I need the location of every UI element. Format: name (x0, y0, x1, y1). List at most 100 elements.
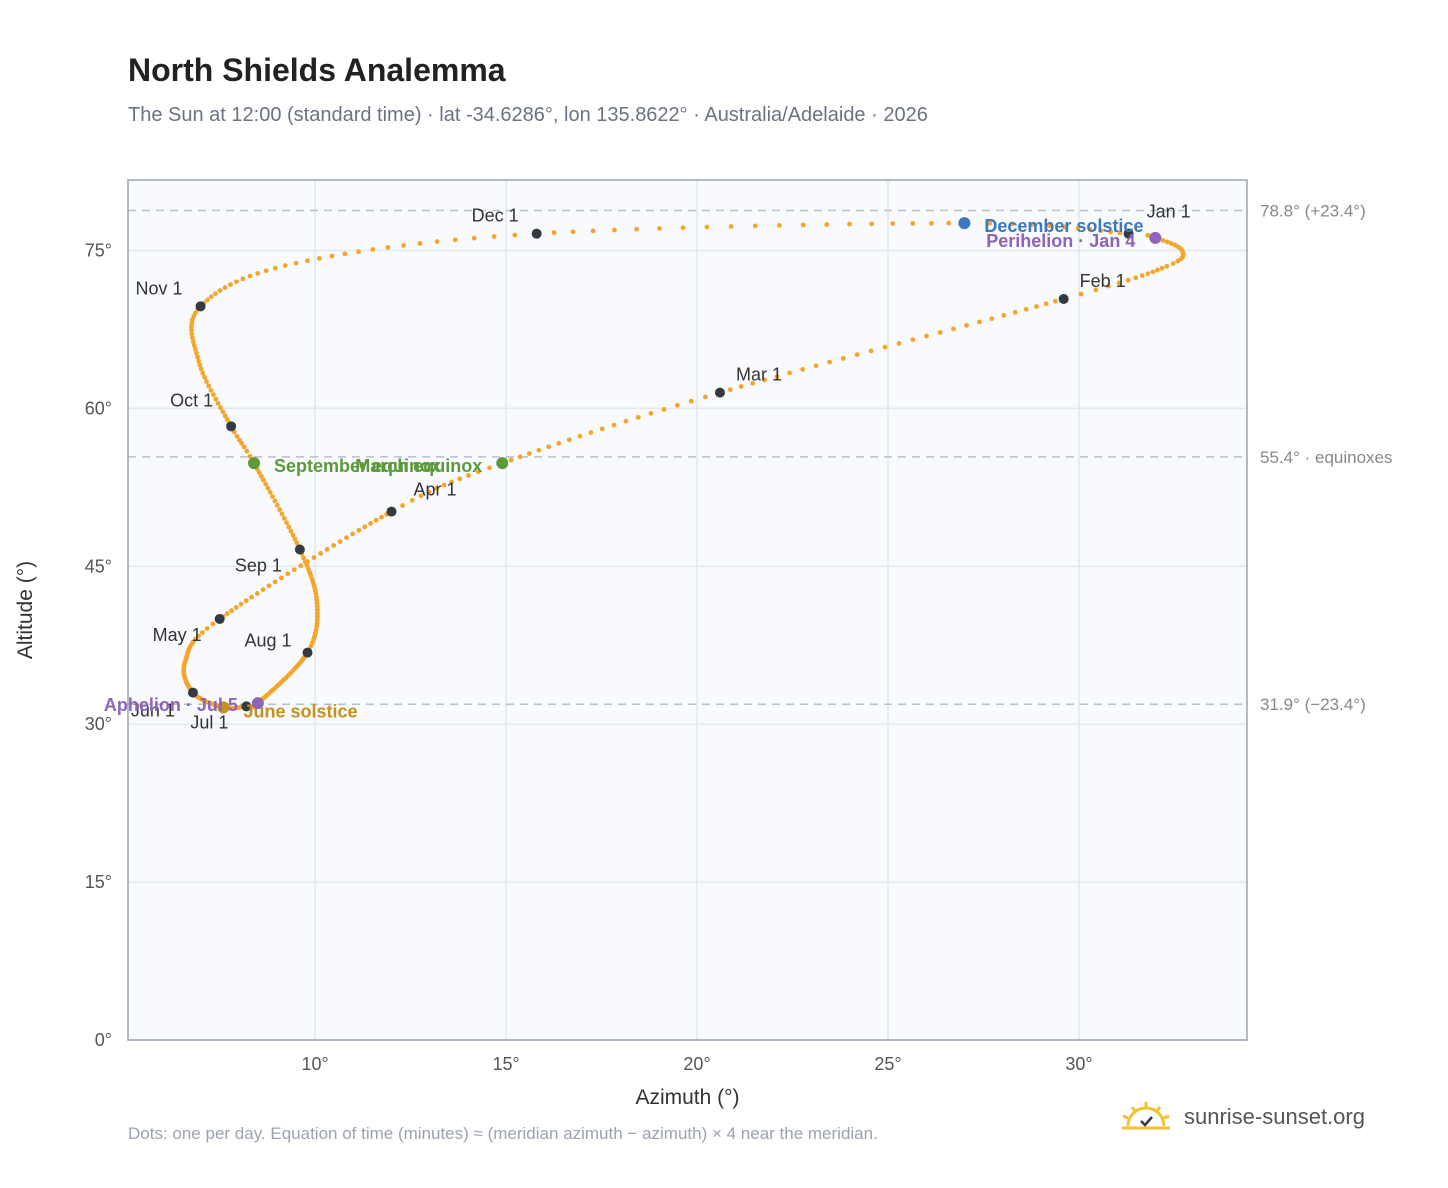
daily-dot (1078, 291, 1084, 297)
daily-dot (315, 614, 320, 620)
x-tick-label: 30° (1065, 1054, 1092, 1074)
daily-dot (512, 232, 518, 238)
x-tick-label: 15° (492, 1054, 519, 1074)
month-marker (241, 701, 252, 712)
daily-dot (239, 441, 245, 446)
daily-dot (611, 422, 617, 428)
daily-dot (247, 273, 253, 279)
daily-dot (200, 630, 205, 635)
daily-dot (229, 608, 234, 613)
chart-subtitle: The Sun at 12:00 (standard time) · lat -… (128, 104, 928, 126)
daily-dot (774, 374, 780, 379)
daily-dot (1012, 309, 1018, 315)
daily-dot (318, 551, 323, 556)
daily-dot (324, 546, 330, 552)
daily-dot (526, 451, 532, 456)
daily-dot (1125, 277, 1131, 283)
event-label: June solstice (243, 701, 357, 721)
daily-dot (1075, 225, 1081, 231)
y-tick-label: 30° (85, 714, 112, 734)
daily-dot (409, 497, 415, 503)
daily-dot (267, 489, 273, 495)
daily-dot (279, 511, 285, 517)
daily-dot (208, 294, 214, 300)
y-tick-label: 45° (85, 556, 112, 576)
daily-dot (204, 379, 209, 385)
event-label: Perihelion · Jan 4 (986, 231, 1135, 251)
daily-dot (293, 260, 299, 266)
daily-dot (1052, 298, 1058, 304)
daily-dot (752, 223, 758, 229)
daily-dot (189, 324, 194, 330)
daily-dot (274, 502, 280, 508)
daily-dot (190, 335, 195, 341)
daily-dot (546, 444, 552, 450)
daily-dot (946, 220, 952, 226)
daily-dot (1001, 313, 1007, 318)
event-marker (496, 457, 509, 470)
month-marker (214, 613, 225, 624)
daily-dot (222, 285, 228, 290)
daily-dot (196, 633, 201, 639)
daily-dot (1034, 304, 1039, 309)
y-tick-label: 15° (85, 872, 112, 892)
daily-dot (317, 255, 322, 261)
reference-line-label: 55.4° · equinoxes (1260, 448, 1393, 467)
daily-dot (191, 342, 197, 348)
daily-dot (869, 221, 874, 227)
daily-dot (258, 473, 264, 479)
daily-dot (385, 244, 391, 250)
daily-dot (813, 363, 819, 369)
daily-dot (1087, 227, 1093, 232)
daily-dot (800, 222, 806, 228)
plot-frame (127, 179, 1248, 1041)
month-label: Sep 1 (235, 555, 282, 575)
daily-dot (234, 433, 240, 439)
event-marker (1149, 231, 1162, 244)
daily-dot (1098, 228, 1104, 234)
daily-dot (910, 337, 916, 343)
daily-dot (570, 229, 576, 235)
daily-dot (491, 234, 497, 239)
daily-dot (189, 331, 195, 337)
daily-dot (964, 322, 969, 328)
brand[interactable]: sunrise-sunset.org (1120, 1100, 1365, 1134)
daily-dot (356, 527, 362, 533)
daily-dot (1009, 221, 1015, 227)
daily-dot (233, 605, 239, 610)
daily-dot (1145, 232, 1151, 238)
month-label: Aug 1 (244, 631, 291, 651)
daily-dot (661, 406, 667, 412)
month-label: Oct 1 (170, 390, 213, 410)
daily-dot (272, 498, 278, 504)
month-label: Dec 1 (472, 206, 519, 226)
daily-dot (536, 447, 542, 453)
daily-dot (634, 226, 639, 232)
daily-dot (224, 611, 230, 616)
daily-dot (452, 237, 458, 243)
daily-dot (728, 224, 734, 229)
daily-dot (263, 268, 269, 274)
daily-dot (362, 524, 368, 530)
daily-dot (929, 220, 934, 226)
daily-dot (1150, 269, 1156, 275)
daily-dot (281, 516, 287, 521)
daily-dot (197, 362, 203, 368)
daily-dot (680, 225, 686, 231)
y-tick-label: 60° (85, 398, 112, 418)
daily-dot (417, 241, 423, 246)
daily-dot (342, 251, 348, 257)
daily-dot (551, 230, 557, 236)
daily-dot (194, 350, 199, 356)
daily-dot (675, 402, 680, 408)
daily-dot (329, 253, 335, 259)
daily-dot (279, 575, 284, 581)
daily-dot (240, 276, 246, 282)
daily-dot (224, 417, 230, 422)
daily-dot (890, 221, 896, 227)
daily-dot (215, 401, 221, 406)
daily-dot (206, 383, 212, 389)
daily-dot (217, 288, 223, 293)
daily-dot (331, 543, 337, 548)
daily-dot (1133, 275, 1139, 281)
